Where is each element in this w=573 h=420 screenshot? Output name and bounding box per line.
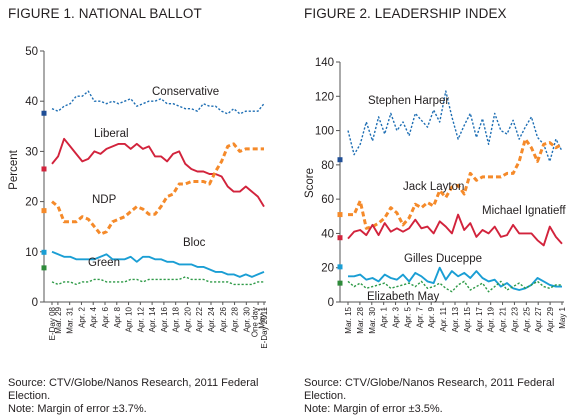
series-line-michael-ignatieff — [347, 213, 563, 247]
x-tick-label: Apr. 26 — [219, 306, 228, 332]
y-tick-label: 60 — [321, 194, 334, 206]
y-tick-label: 30 — [25, 146, 38, 158]
x-tick-label: Apr. 21 — [499, 306, 508, 332]
x-tick-label: Apr. 30 — [242, 306, 251, 332]
figure-1-title: FIGURE 1. NATIONAL BALLOT — [8, 6, 202, 21]
figure-2-source: Source: CTV/Globe/Nanos Research, 2011 F… — [304, 377, 555, 402]
x-tick-label: Apr. 14 — [148, 306, 157, 332]
series-anchor-bloc — [41, 249, 47, 255]
x-tick-label: Apr. 19 — [487, 306, 496, 332]
x-tick-label: Apr. 25 — [522, 306, 531, 332]
x-tick-label: Apr. 8 — [113, 306, 122, 327]
x-tick-label: Apr. 4 — [89, 306, 98, 327]
x-tick-label: Apr. 2 — [77, 306, 86, 327]
series-line-gilles-duceppe — [348, 266, 562, 291]
x-tick-label: Apr. 24 — [207, 306, 216, 332]
x-tick-label: Apr. 13 — [451, 306, 460, 332]
x-tick-label: Apr. 22 — [195, 306, 204, 332]
series-label-conservative: Conservative — [152, 86, 219, 98]
series-line-bloc — [51, 250, 265, 278]
y-tick-label: 140 — [315, 57, 334, 69]
y-axis-label: Score — [304, 168, 316, 198]
series-anchor-michael-ignatieff — [337, 235, 343, 241]
series-anchor-elizabeth-may — [337, 280, 343, 286]
x-tick-label: Apr. 11 — [439, 306, 448, 331]
series-anchor-stephen-harper — [337, 157, 343, 163]
series-line-ndp — [51, 142, 264, 236]
y-tick-label: 20 — [25, 197, 38, 209]
series-label-gilles-duceppe: Gilles Duceppe — [404, 253, 482, 265]
x-tick-label: Apr. 15 — [463, 306, 472, 332]
x-tick-label: Mar. 30 — [368, 306, 377, 333]
x-tick-label: Apr. 20 — [183, 306, 192, 332]
x-tick-label: Apr. 6 — [101, 306, 110, 327]
y-tick-label: 40 — [321, 228, 334, 240]
y-tick-label: 80 — [321, 160, 334, 172]
x-tick-label: Apr. 16 — [160, 306, 169, 332]
series-label-liberal: Liberal — [94, 128, 129, 140]
x-tick-label: Apr. 12 — [136, 306, 145, 332]
x-tick-label: Mar. 28 — [356, 306, 365, 333]
figure-1-note: Note: Margin of error ±3.7%. — [8, 403, 147, 415]
series-anchor-ndp — [41, 208, 47, 214]
x-tick-label: Apr. 5 — [403, 306, 412, 327]
series-anchor-conservative — [41, 110, 47, 116]
y-tick-label: 40 — [25, 96, 38, 108]
x-tick-label: Apr. 17 — [475, 306, 484, 332]
x-tick-label: Apr. 9 — [427, 306, 436, 327]
series-line-liberal — [51, 137, 265, 208]
y-tick-label: 100 — [315, 126, 334, 138]
x-tick-label: Apr. 28 — [231, 306, 240, 332]
series-line-elizabeth-may — [347, 280, 562, 293]
figure-1-source: Source: CTV/Globe/Nanos Research, 2011 F… — [8, 377, 259, 402]
x-tick-label: Apr. 3 — [392, 306, 401, 327]
series-anchor-gilles-duceppe — [337, 264, 343, 270]
series-label-michael-ignatieff: Michael Ignatieff — [482, 205, 566, 217]
x-tick-label: Mar. 31 — [66, 306, 75, 333]
series-label-elizabeth-may: Elizabeth May — [367, 291, 439, 303]
series-label-jack-layton: Jack Layton — [403, 181, 464, 193]
series-line-jack-layton — [348, 137, 563, 230]
series-line-green — [51, 276, 264, 286]
x-tick-label: E-Day 2011 — [260, 306, 269, 348]
y-tick-label: 10 — [25, 247, 38, 259]
x-tick-label: Mar. 29 — [54, 306, 63, 333]
x-tick-label: Mar. 15 — [344, 306, 353, 333]
x-tick-label: Apr. 27 — [534, 306, 543, 332]
x-tick-label: Apr. 18 — [172, 306, 181, 332]
x-tick-label: E-Day 08 — [48, 306, 57, 340]
series-anchor-liberal — [41, 166, 47, 172]
series-line-stephen-harper — [347, 90, 563, 163]
series-label-ndp: NDP — [92, 194, 117, 206]
x-tick-label: May 1 — [558, 306, 567, 328]
figure-2-title: FIGURE 2. LEADERSHIP INDEX — [304, 6, 507, 21]
y-tick-label: 50 — [25, 46, 38, 58]
series-anchor-jack-layton — [337, 212, 343, 218]
x-tick-label: Apr. 23 — [510, 306, 519, 332]
y-tick-label: 20 — [321, 263, 334, 275]
series-label-green: Green — [88, 257, 120, 269]
x-tick-label: Apr. 7 — [415, 306, 424, 327]
x-tick-label: Apr. 1 — [380, 306, 389, 327]
y-tick-label: 0 — [328, 297, 334, 309]
figure-2-note: Note: Margin of error ±3.5%. — [304, 403, 443, 415]
y-axis-label: Percent — [8, 149, 20, 189]
series-line-conservative — [51, 90, 265, 115]
x-tick-label: May 1 — [258, 306, 267, 328]
series-anchor-green — [41, 265, 47, 271]
series-label-stephen-harper: Stephen Harper — [368, 95, 449, 107]
x-tick-label: Apr. 10 — [125, 306, 134, 332]
x-tick-label: Apr. 29 — [546, 306, 555, 332]
y-tick-label: 0 — [32, 297, 38, 309]
y-tick-label: 120 — [315, 91, 334, 103]
x-tick-label: One day — [251, 307, 260, 337]
series-label-bloc: Bloc — [183, 237, 206, 249]
